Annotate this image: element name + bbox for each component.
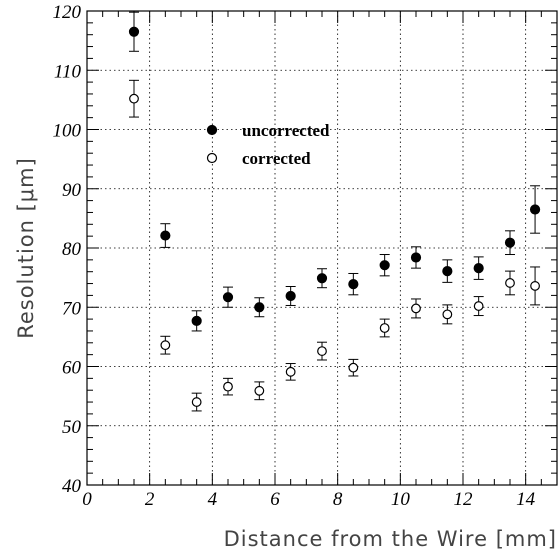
corrected-point (191, 392, 202, 412)
y-tick-label: 40 (62, 476, 82, 497)
open-marker (254, 385, 265, 396)
corrected-point (348, 358, 359, 377)
open-marker (442, 309, 453, 320)
uncorrected-point (504, 230, 516, 256)
filled-marker (379, 260, 390, 271)
tick-labels: 0 2 4 6 8 10 12 14 40 50 60 70 80 90 100 110 120 (53, 2, 536, 510)
y-tick-label: 120 (53, 2, 82, 23)
legend-label-corrected: corrected (242, 149, 311, 168)
corrected-point (317, 341, 327, 361)
uncorrected-point (529, 185, 541, 234)
filled-marker (504, 237, 516, 248)
open-marker (129, 93, 139, 104)
open-marker (160, 340, 171, 351)
open-marker (473, 301, 484, 311)
uncorrected-point (316, 268, 328, 289)
open-marker (530, 281, 540, 291)
y-tick-label: 70 (62, 298, 82, 319)
filled-marker (285, 290, 296, 302)
uncorrected-point (410, 246, 422, 269)
corrected-point (285, 363, 296, 381)
corrected-point (530, 266, 541, 306)
corrected-point (442, 304, 453, 325)
grid (87, 11, 557, 485)
x-tick-label: 6 (270, 489, 280, 510)
filled-marker (410, 252, 422, 263)
filled-marker (254, 302, 265, 313)
x-tick-label: 0 (82, 489, 92, 510)
filled-marker (529, 204, 541, 215)
uncorrected-point (348, 272, 359, 296)
uncorrected-point (254, 297, 265, 318)
x-tick-label: 10 (391, 489, 411, 510)
open-marker (191, 397, 202, 407)
legend-label-uncorrected: uncorrected (242, 121, 330, 140)
legend-marker-corrected (206, 152, 218, 164)
x-tick-label: 8 (333, 489, 343, 510)
x-tick-label: 12 (454, 489, 474, 510)
corrected-point (473, 296, 484, 317)
y-tick-label: 50 (62, 417, 82, 438)
y-axis-title: Resolution [μm] (14, 157, 38, 339)
corrected-point (254, 381, 265, 401)
uncorrected-point (222, 286, 234, 308)
open-marker (317, 346, 327, 356)
filled-marker (348, 279, 359, 290)
x-tick-label: 4 (208, 489, 218, 510)
filled-marker (128, 26, 140, 37)
filled-marker (473, 263, 484, 274)
corrected-point (379, 318, 390, 338)
uncorrected-point (379, 254, 390, 277)
corrected-point (129, 79, 139, 118)
plot-frame (86, 10, 558, 486)
open-marker (348, 362, 359, 373)
filled-marker (191, 315, 202, 326)
filled-marker (316, 273, 328, 284)
open-marker (411, 303, 421, 314)
filled-marker (222, 292, 234, 303)
x-axis-title: Distance from the Wire [mm] (224, 527, 557, 551)
filled-marker (442, 266, 453, 277)
y-tick-label: 60 (62, 358, 82, 379)
open-marker (505, 278, 515, 288)
x-tick-label: 2 (145, 489, 155, 510)
open-marker (285, 366, 296, 377)
corrected-point (411, 298, 421, 319)
legend: uncorrected corrected (206, 121, 330, 168)
corrected-point (160, 335, 171, 355)
uncorrected-point (442, 259, 453, 283)
open-marker (223, 381, 233, 392)
y-tick-label: 90 (62, 180, 82, 201)
uncorrected-point (191, 310, 202, 332)
data-points (128, 11, 541, 412)
corrected-point (223, 377, 233, 396)
y-tick-label: 100 (53, 121, 82, 142)
legend-marker-uncorrected (206, 124, 218, 136)
filled-marker (160, 230, 171, 241)
y-tick-label: 110 (54, 61, 82, 82)
uncorrected-point (160, 223, 171, 248)
uncorrected-point (473, 256, 484, 280)
uncorrected-point (128, 11, 140, 52)
open-marker (379, 323, 390, 333)
x-tick-label: 14 (516, 489, 536, 510)
y-tick-label: 80 (62, 239, 82, 260)
uncorrected-point (285, 286, 296, 306)
corrected-point (505, 270, 515, 296)
